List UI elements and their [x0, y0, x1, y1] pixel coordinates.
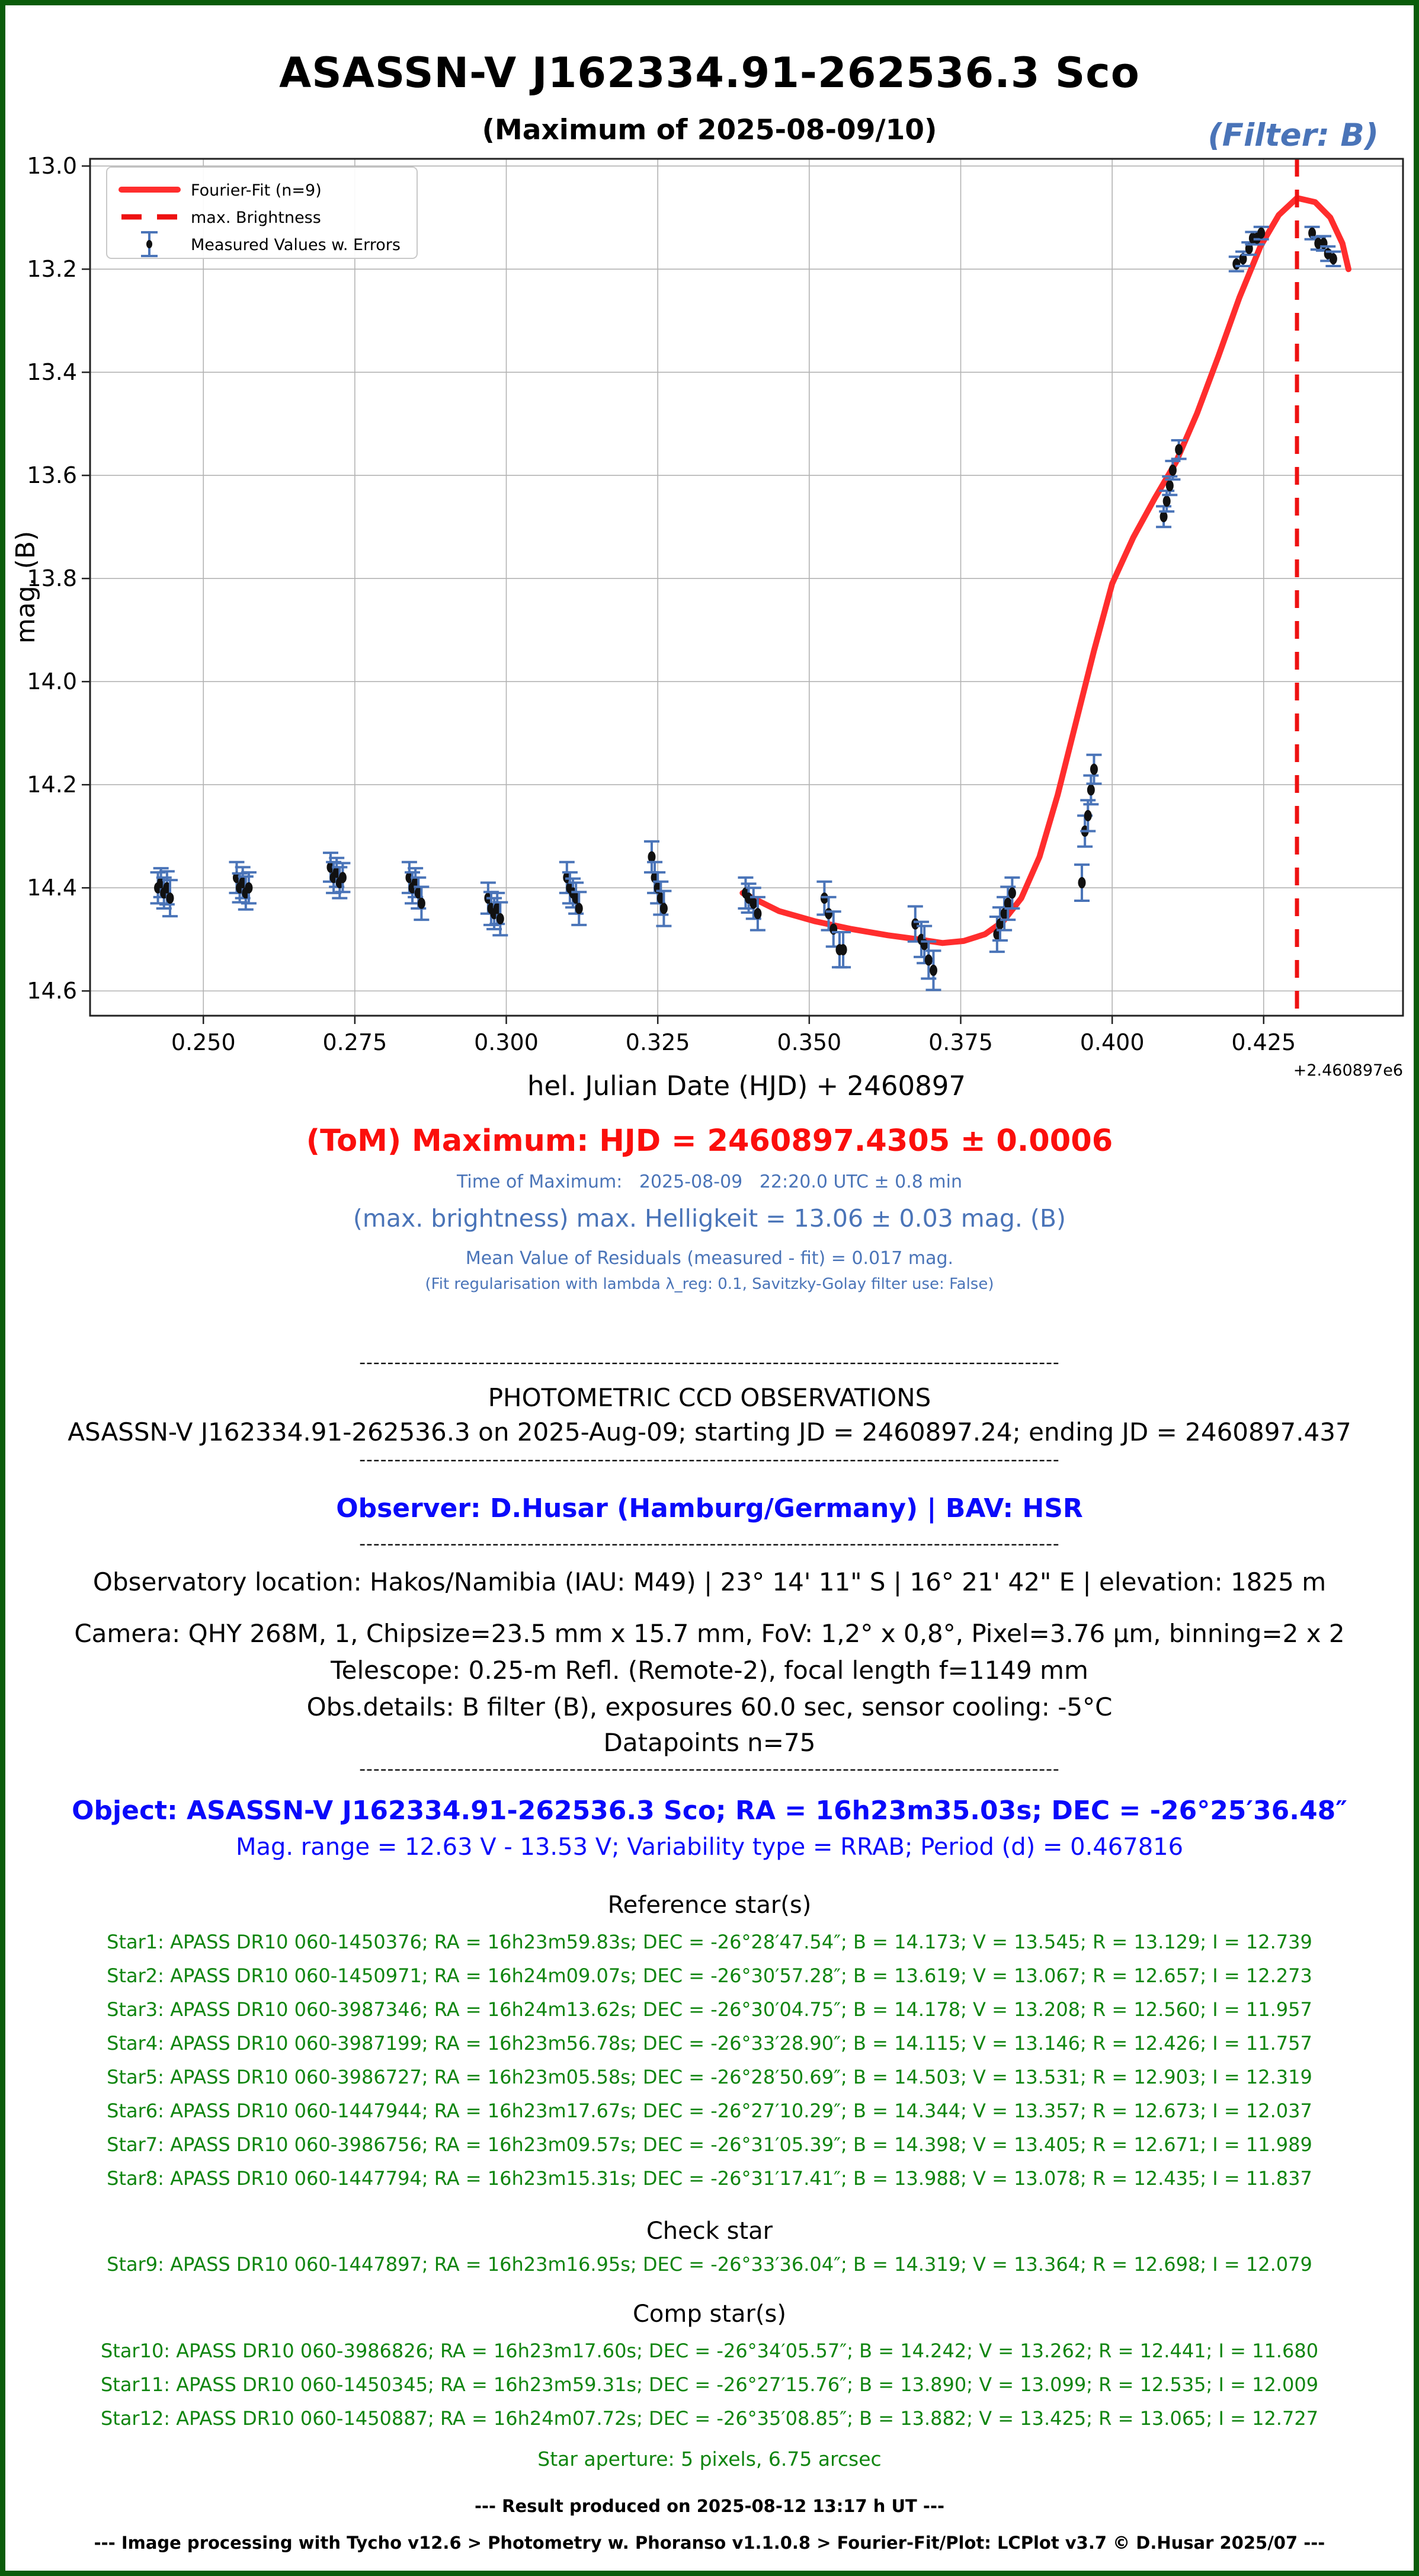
svg-text:Measured Values w. Errors: Measured Values w. Errors — [191, 236, 401, 254]
mag-range-line: Mag. range = 12.63 V - 13.53 V; Variabil… — [235, 1833, 1184, 1861]
svg-text:14.6: 14.6 — [27, 978, 77, 1004]
processing-credits-line: --- Image processing with Tycho v12.6 > … — [94, 2533, 1325, 2553]
photometric-heading: PHOTOMETRIC CCD OBSERVATIONS — [488, 1383, 931, 1412]
svg-text:0.250: 0.250 — [171, 1029, 236, 1055]
camera-line: Camera: QHY 268M, 1, Chipsize=23.5 mm x … — [74, 1619, 1345, 1648]
star-row-star11: Star11: APASS DR10 060-1450345; RA = 16h… — [100, 2373, 1319, 2396]
star-row-star5: Star5: APASS DR10 060-3986727; RA = 16h2… — [107, 2066, 1312, 2088]
page-subtitle: (Maximum of 2025-08-09/10) — [482, 114, 937, 146]
separator: ----------------------------------------… — [359, 1759, 1060, 1780]
fourier-fit-curve — [739, 195, 1351, 946]
filter-badge: (Filter: B) — [1207, 117, 1379, 153]
svg-text:13.6: 13.6 — [27, 462, 77, 488]
svg-text:0.425: 0.425 — [1231, 1029, 1296, 1055]
svg-text:max. Brightness: max. Brightness — [191, 209, 321, 227]
star-row-star2: Star2: APASS DR10 060-1450971; RA = 16h2… — [107, 1964, 1312, 1987]
legend-box — [106, 167, 418, 259]
page-title: ASASSN-V J162334.91-262536.3 Sco — [279, 49, 1140, 97]
separator: ----------------------------------------… — [359, 1534, 1060, 1554]
star-aperture-line: Star aperture: 5 pixels, 6.75 arcsec — [537, 2447, 882, 2471]
object-line: Object: ASASSN-V J162334.91-262536.3 Sco… — [72, 1796, 1347, 1826]
reference-stars-heading: Reference star(s) — [607, 1892, 812, 1919]
svg-text:0.275: 0.275 — [322, 1029, 387, 1055]
tom-heading: (ToM) Maximum: HJD = 2460897.4305 ± 0.00… — [306, 1124, 1113, 1159]
obs-details-line: Obs.details: B filter (B), exposures 60.… — [306, 1692, 1113, 1721]
svg-text:0.300: 0.300 — [474, 1029, 539, 1055]
result-produced-line: --- Result produced on 2025-08-12 13:17 … — [474, 2496, 945, 2516]
max-brightness-line: (max. brightness) max. Helligkeit = 13.0… — [353, 1204, 1066, 1233]
x-axis-offset-label: +2.460897e6 — [1293, 1061, 1403, 1080]
separator: ----------------------------------------… — [359, 1352, 1060, 1373]
observer-line: Observer: D.Husar (Hamburg/Germany) | BA… — [336, 1493, 1083, 1524]
mean-residuals-line: Mean Value of Residuals (measured - fit)… — [465, 1248, 954, 1269]
svg-text:0.350: 0.350 — [777, 1029, 841, 1055]
x-axis-label: hel. Julian Date (HJD) + 2460897 — [527, 1070, 966, 1102]
observation-range-line: ASASSN-V J162334.91-262536.3 on 2025-Aug… — [68, 1417, 1351, 1447]
light-curve-chart: 0.250 0.275 0.300 0.325 0.350 0.375 0.400 0.425… — [11, 153, 1404, 1102]
svg-text:14.2: 14.2 — [27, 772, 77, 798]
svg-text:13.0: 13.0 — [27, 153, 77, 179]
comp-stars-heading: Comp star(s) — [632, 2300, 786, 2328]
star-row-star6: Star6: APASS DR10 060-1447944; RA = 16h2… — [107, 2100, 1312, 2122]
y-axis-label: mag. (B) — [11, 531, 41, 644]
svg-text:0.325: 0.325 — [626, 1029, 690, 1055]
star-row-star7: Star7: APASS DR10 060-3986756; RA = 16h2… — [107, 2133, 1312, 2156]
svg-text:14.0: 14.0 — [27, 668, 77, 695]
svg-text:Fourier-Fit (n=9): Fourier-Fit (n=9) — [191, 181, 322, 200]
star-row-star12: Star12: APASS DR10 060-1450887; RA = 16h… — [100, 2407, 1319, 2430]
datapoints-line: Datapoints n=75 — [603, 1728, 816, 1757]
svg-text:14.4: 14.4 — [27, 875, 77, 901]
svg-text:13.8: 13.8 — [27, 565, 77, 591]
check-star-heading: Check star — [646, 2217, 773, 2245]
telescope-line: Telescope: 0.25-m Refl. (Remote-2), foca… — [331, 1656, 1088, 1685]
svg-text:0.400: 0.400 — [1080, 1029, 1145, 1055]
fit-regularisation-note: (Fit regularisation with lambda λ_reg: 0… — [425, 1275, 994, 1293]
star-row-star4: Star4: APASS DR10 060-3987199; RA = 16h2… — [107, 2032, 1312, 2055]
observatory-location-line: Observatory location: Hakos/Namibia (IAU… — [92, 1567, 1327, 1596]
svg-text:13.4: 13.4 — [27, 359, 77, 385]
time-of-maximum: Time of Maximum: 2025-08-09 22:20.0 UTC … — [456, 1172, 962, 1192]
star-row-star1: Star1: APASS DR10 060-1450376; RA = 16h2… — [107, 1931, 1312, 1953]
star-row-star3: Star3: APASS DR10 060-3987346; RA = 16h2… — [107, 1998, 1312, 2021]
svg-text:13.2: 13.2 — [27, 256, 77, 282]
star-row-star9: Star9: APASS DR10 060-1447897; RA = 16h2… — [107, 2253, 1312, 2276]
star-row-star10: Star10: APASS DR10 060-3986826; RA = 16h… — [100, 2340, 1319, 2362]
separator: ----------------------------------------… — [359, 1449, 1060, 1470]
svg-text:0.375: 0.375 — [928, 1029, 993, 1055]
star-row-star8: Star8: APASS DR10 060-1447794; RA = 16h2… — [107, 2167, 1312, 2190]
